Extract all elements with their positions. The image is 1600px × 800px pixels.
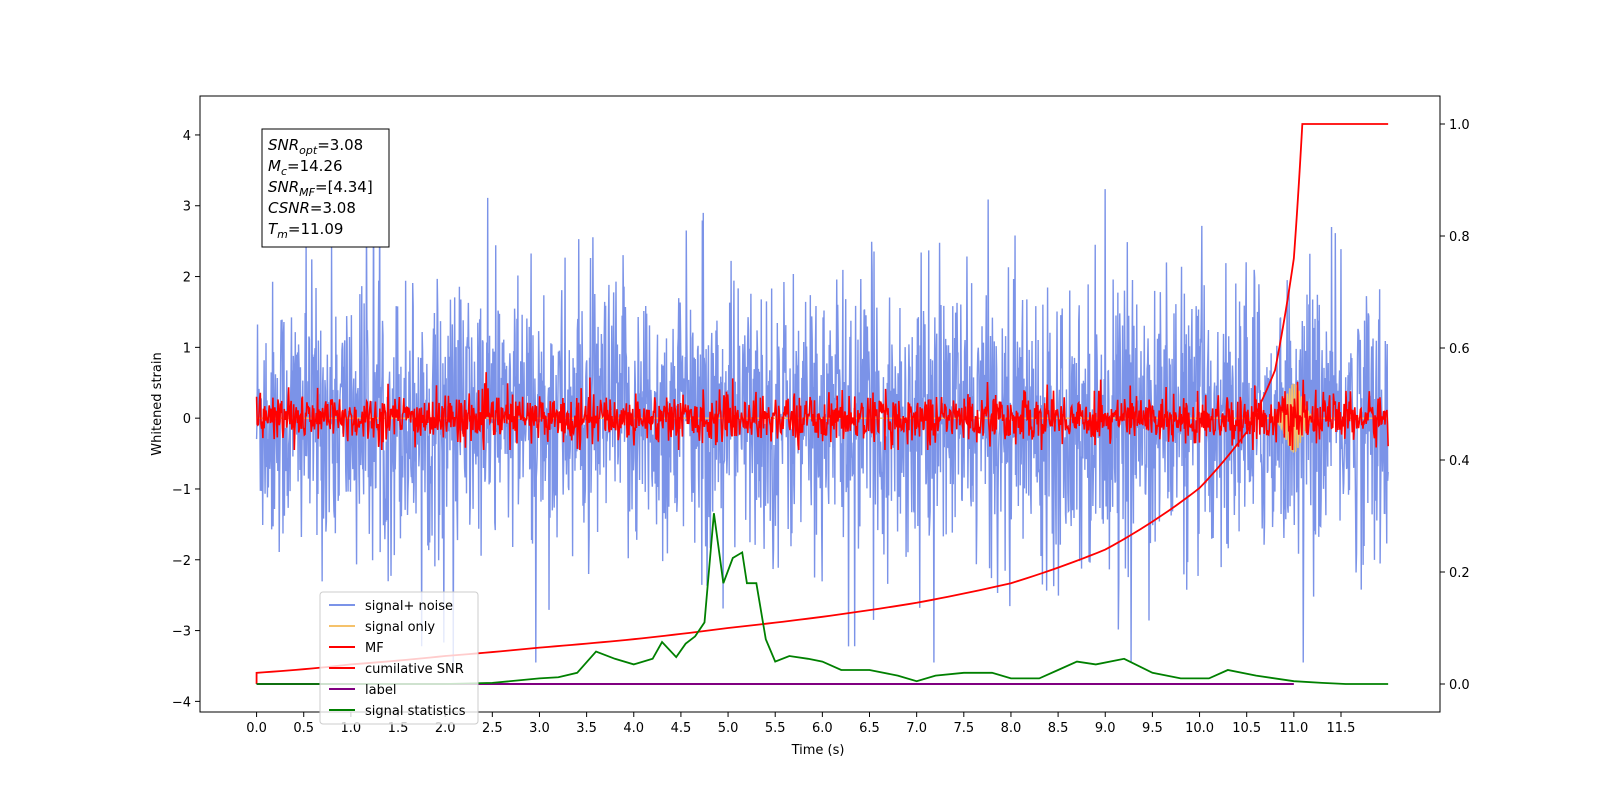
legend-label: label xyxy=(365,683,396,698)
x-tick-label: 4.5 xyxy=(671,721,692,736)
x-tick-label: 7.5 xyxy=(953,721,974,736)
legend-label: cumilative SNR xyxy=(365,662,464,677)
y-tick-label: −4 xyxy=(172,695,191,710)
x-tick-label: 6.5 xyxy=(859,721,880,736)
x-tick-label: 1.5 xyxy=(388,721,409,736)
x-tick-label: 1.0 xyxy=(341,721,362,736)
legend-label: signal only xyxy=(365,620,435,635)
x-tick-label: 7.0 xyxy=(906,721,927,736)
annotation-line: Mc=14.26 xyxy=(268,157,343,178)
annotation-line: Tm=11.09 xyxy=(268,220,343,241)
x-tick-label: 5.5 xyxy=(765,721,786,736)
y-axis-left: 4 3 2 1 0 −1 −2 −3 −4 xyxy=(172,129,200,710)
y-tick-label: −1 xyxy=(172,483,191,498)
legend-label: signal+ noise xyxy=(365,599,453,614)
legend: signal+ noise signal only MF cumilative SNR… xyxy=(319,591,479,725)
y-tick-label: 0 xyxy=(183,412,191,427)
plot-area-frame xyxy=(199,95,1441,713)
y-axis-right: 1.0 0.8 0.6 0.4 0.2 0.0 xyxy=(1440,118,1470,693)
x-tick-label: 11.5 xyxy=(1327,721,1356,736)
x-tick-label: 2.0 xyxy=(435,721,456,736)
legend-label: MF xyxy=(365,641,384,656)
y-tick-label: −3 xyxy=(172,625,191,640)
x-axis: 0.0 0.5 1.0 1.5 2.0 2.5 3.0 3.5 4.0 4.5 5.0 5.5 6.0 6… xyxy=(246,712,1355,736)
annotation-line: SNRMF=[4.34] xyxy=(268,178,373,199)
y2-tick-label: 1.0 xyxy=(1449,118,1470,133)
y-axis-label: Whitened strain xyxy=(150,352,165,455)
y2-tick-label: 0.6 xyxy=(1449,342,1470,357)
series-cumilative-snr-line xyxy=(255,123,1389,685)
x-tick-label: 8.0 xyxy=(1001,721,1022,736)
x-tick-label: 2.5 xyxy=(482,721,503,736)
x-tick-label: 3.5 xyxy=(576,721,597,736)
x-tick-label: 6.0 xyxy=(812,721,833,736)
x-tick-label: 0.5 xyxy=(293,721,314,736)
x-tick-label: 10.5 xyxy=(1232,721,1261,736)
series-signal-noise-line xyxy=(255,162,1389,663)
x-tick-label: 11.0 xyxy=(1279,721,1308,736)
y-tick-label: 2 xyxy=(183,271,191,286)
x-axis-label: Time (s) xyxy=(791,743,845,758)
y-tick-label: −2 xyxy=(172,554,191,569)
y2-tick-label: 0.8 xyxy=(1449,230,1470,245)
series-signal-statistics-line xyxy=(256,513,1389,685)
annotation-box: SNRopt=3.08Mc=14.26SNRMF=[4.34]CSNR=3.08… xyxy=(261,128,390,248)
legend-frame xyxy=(319,591,479,725)
y2-tick-label: 0.0 xyxy=(1449,678,1470,693)
y-tick-label: 3 xyxy=(183,200,191,215)
x-tick-label: 3.0 xyxy=(529,721,550,736)
y2-tick-label: 0.4 xyxy=(1449,454,1470,469)
x-tick-label: 4.0 xyxy=(623,721,644,736)
x-tick-label: 9.5 xyxy=(1142,721,1163,736)
annotation-line: SNRopt=3.08 xyxy=(268,136,363,157)
annotation-line: CSNR=3.08 xyxy=(268,199,356,217)
x-tick-label: 9.0 xyxy=(1095,721,1116,736)
series-layer xyxy=(255,123,1389,685)
annotation-frame xyxy=(261,128,390,248)
x-tick-label: 10.0 xyxy=(1185,721,1214,736)
x-tick-label: 0.0 xyxy=(246,721,267,736)
y-tick-label: 4 xyxy=(183,129,191,144)
x-tick-label: 5.0 xyxy=(718,721,739,736)
y2-tick-label: 0.2 xyxy=(1449,566,1470,581)
legend-label: signal statistics xyxy=(365,704,466,719)
series-mf-line xyxy=(255,372,1389,451)
x-tick-label: 8.5 xyxy=(1048,721,1069,736)
y-tick-label: 1 xyxy=(183,341,191,356)
